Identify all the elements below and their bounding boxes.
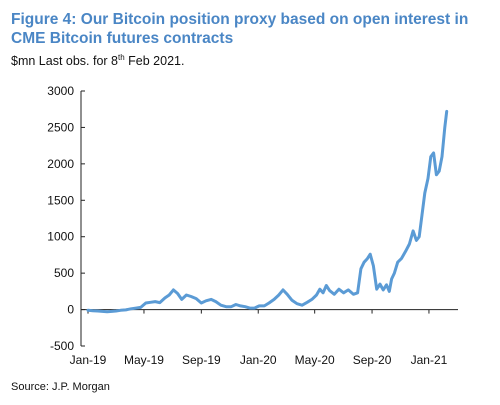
series-line <box>86 109 449 314</box>
y-tick-label: 3000 <box>47 84 74 98</box>
x-tick-label: Jan-19 <box>70 353 107 367</box>
y-tick-label: 0 <box>67 303 74 317</box>
x-axis: Jan-19 May-19 Sep-19 Jan-20 May-20 Sep-20 Jan-… <box>70 309 458 367</box>
subtitle-text: Last obs. for 8 <box>35 54 119 68</box>
y-tick-label: 500 <box>54 266 74 280</box>
chart-subtitle: $mn Last obs. for 8th Feb 2021. <box>11 52 185 69</box>
x-tick-label: Jan-20 <box>240 353 277 367</box>
source-note: Source: J.P. Morgan <box>11 381 110 393</box>
y-tick-label: 1000 <box>47 230 74 244</box>
y-axis: -500 0 500 1000 1500 2000 2500 3000 <box>47 84 85 353</box>
chart-title: Figure 4: Our Bitcoin position proxy bas… <box>11 11 469 47</box>
x-tick-label: Sep-19 <box>182 353 221 367</box>
y-tick-label: 2000 <box>47 157 74 171</box>
subtitle-unit: $mn <box>11 54 36 68</box>
x-tick-label: Sep-20 <box>353 353 392 367</box>
y-tick-label: 1500 <box>47 193 74 207</box>
y-tick-label: -500 <box>50 339 74 353</box>
subtitle-date: Feb 2021. <box>124 54 185 68</box>
subtitle-superscript: th <box>118 52 125 62</box>
y-tick-label: 2500 <box>47 120 74 134</box>
x-tick-label: May-19 <box>124 353 164 367</box>
series-layer <box>86 109 449 314</box>
x-tick-label: May-20 <box>295 353 335 367</box>
line-chart: -500 0 500 1000 1500 2000 2500 3000 Jan-19 May-1… <box>47 84 458 367</box>
x-tick-label: Jan-21 <box>411 353 448 367</box>
